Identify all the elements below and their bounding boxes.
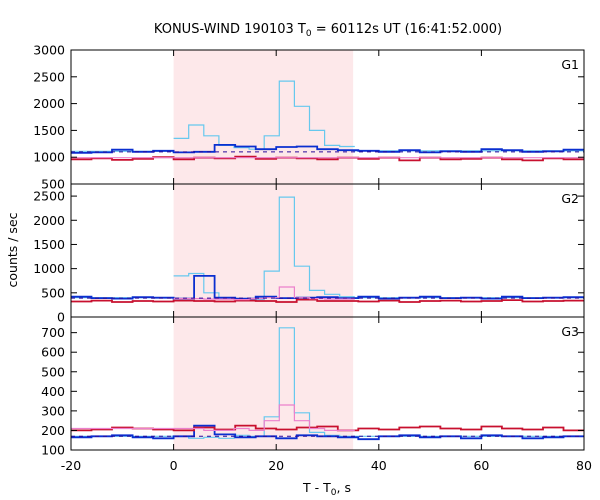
x-axis-label-prefix: T - T bbox=[302, 480, 331, 495]
y-tick-label: 2000 bbox=[33, 213, 65, 228]
y-tick-label: 400 bbox=[41, 384, 65, 399]
chart-title-suffix: = 60112s UT (16:41:52.000) bbox=[312, 22, 502, 37]
y-tick-label: 200 bbox=[41, 423, 65, 438]
series-light bbox=[173, 80, 355, 150]
y-tick-label: 1000 bbox=[33, 261, 65, 276]
y-tick-label: 700 bbox=[41, 325, 65, 340]
plot-layer: 50010001500200025003000G1050010001500200… bbox=[33, 43, 592, 474]
y-tick-label: 2500 bbox=[33, 69, 65, 84]
panel-2: 0 500 1000 1500 2000 2500 G2 bbox=[33, 183, 585, 325]
panel-3: 100 200 300 400 500 600 700 G3 bbox=[41, 316, 585, 458]
y-tick-label: 3000 bbox=[33, 43, 65, 58]
y-tick-label: 2000 bbox=[33, 96, 65, 111]
panel-label: G1 bbox=[561, 57, 579, 72]
x-tick-label: 0 bbox=[170, 458, 178, 473]
x-tick-label: 60 bbox=[473, 458, 489, 473]
x-axis-label: T - T0, s bbox=[302, 480, 351, 498]
y-tick-label: 500 bbox=[41, 285, 65, 300]
y-tick-label: 1500 bbox=[33, 123, 65, 138]
y-axis-label: counts / sec bbox=[5, 212, 20, 287]
x-tick-label: -20 bbox=[61, 458, 81, 473]
series-blue bbox=[71, 143, 584, 154]
panel-label: G3 bbox=[561, 324, 579, 339]
panel-1: 500 1000 1500 2000 2500 3000 G1 bbox=[33, 43, 585, 192]
x-axis-label-sub: 0 bbox=[331, 488, 337, 498]
panel-frame bbox=[70, 316, 585, 451]
panel-label: G2 bbox=[561, 191, 579, 206]
y-tick-label: 0 bbox=[57, 310, 65, 325]
series-pink bbox=[173, 404, 355, 431]
y-tick-label: 500 bbox=[41, 364, 65, 379]
series-red bbox=[71, 424, 584, 432]
series-light bbox=[173, 196, 355, 301]
x-axis-label-suffix: , s bbox=[337, 480, 351, 495]
x-tick-label: 20 bbox=[268, 458, 284, 473]
x-tick-label: 80 bbox=[576, 458, 592, 473]
shaded-interval bbox=[173, 50, 354, 184]
series-red bbox=[71, 298, 584, 303]
y-tick-label: 2500 bbox=[33, 189, 65, 204]
y-tick-label: 500 bbox=[41, 177, 65, 192]
x-tick-label: 40 bbox=[371, 458, 387, 473]
y-tick-label: 100 bbox=[41, 443, 65, 458]
y-tick-label: 600 bbox=[41, 345, 65, 360]
shaded-interval bbox=[173, 184, 354, 317]
chart-title-prefix: KONUS-WIND 190103 T bbox=[154, 22, 306, 37]
chart-title: KONUS-WIND 190103 T0 = 60112s UT (16:41:… bbox=[154, 22, 502, 39]
y-tick-label: 1500 bbox=[33, 237, 65, 252]
y-tick-label: 300 bbox=[41, 403, 65, 418]
y-tick-label: 1000 bbox=[33, 150, 65, 165]
chart-title-sub: 0 bbox=[306, 29, 312, 39]
